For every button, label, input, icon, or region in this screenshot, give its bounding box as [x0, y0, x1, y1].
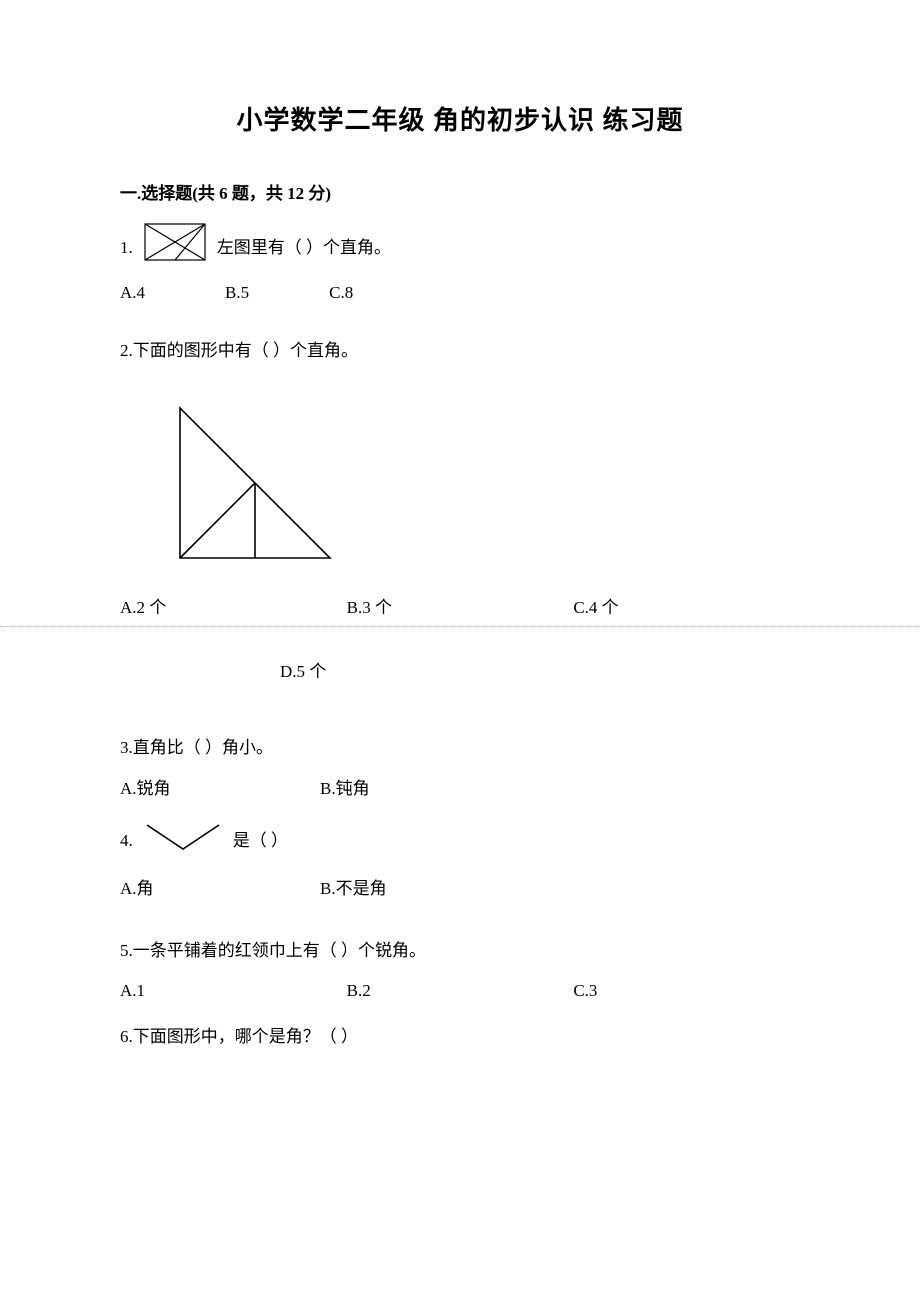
q3-opt-b: B.钝角: [320, 774, 520, 799]
q4-text: 是（ ）: [233, 825, 288, 857]
q1-opt-c: C.8: [329, 283, 353, 303]
q1-figure: [143, 222, 207, 273]
question-4: 4. 是（ ）: [120, 819, 800, 864]
page: 小学数学二年级 角的初步认识 练习题 一.选择题(共 6 题，共 12 分) 1…: [0, 0, 920, 1302]
question-3: 3.直角比（ ）角小。: [120, 732, 800, 764]
question-6: 6.下面图形中，哪个是角？（ ）: [120, 1021, 800, 1053]
q2-opt-b: B.3 个: [347, 593, 574, 618]
q5-options: A.1 B.2 C.3: [120, 981, 800, 1001]
q4-figure: [143, 819, 223, 864]
q5-opt-b: B.2: [347, 981, 574, 1001]
q1-number: 1.: [120, 232, 133, 264]
q4-options: A.角 B.不是角: [120, 874, 800, 899]
q4-opt-b: B.不是角: [320, 874, 520, 899]
q3-opt-a: A.锐角: [120, 774, 320, 799]
q1-opt-b: B.5: [225, 283, 249, 303]
section-heading: 一.选择题(共 6 题，共 12 分): [120, 179, 800, 204]
q2-opt-a: A.2 个: [120, 593, 347, 618]
q1-opt-a: A.4: [120, 283, 145, 303]
divider: [0, 626, 920, 627]
q2-opt-d: D.5 个: [280, 657, 800, 682]
q2-options-row1: A.2 个 B.3 个 C.4 个: [120, 593, 800, 618]
question-2: 2.下面的图形中有（ ）个直角。: [120, 335, 800, 367]
question-5: 5.一条平铺着的红领巾上有（ ）个锐角。: [120, 935, 800, 967]
q4-number: 4.: [120, 825, 133, 857]
q4-opt-a: A.角: [120, 874, 320, 899]
q5-opt-c: C.3: [573, 981, 800, 1001]
q2-opt-c: C.4 个: [573, 593, 800, 618]
q1-options: A.4 B.5 C.8: [120, 283, 800, 303]
page-title: 小学数学二年级 角的初步认识 练习题: [120, 100, 800, 137]
q1-text: 左图里有（ ）个直角。: [217, 232, 391, 264]
q2-figure: [162, 398, 800, 573]
q5-opt-a: A.1: [120, 981, 347, 1001]
q3-options: A.锐角 B.钝角: [120, 774, 800, 799]
question-1: 1. 左图里有（ ）个直角。: [120, 222, 800, 273]
